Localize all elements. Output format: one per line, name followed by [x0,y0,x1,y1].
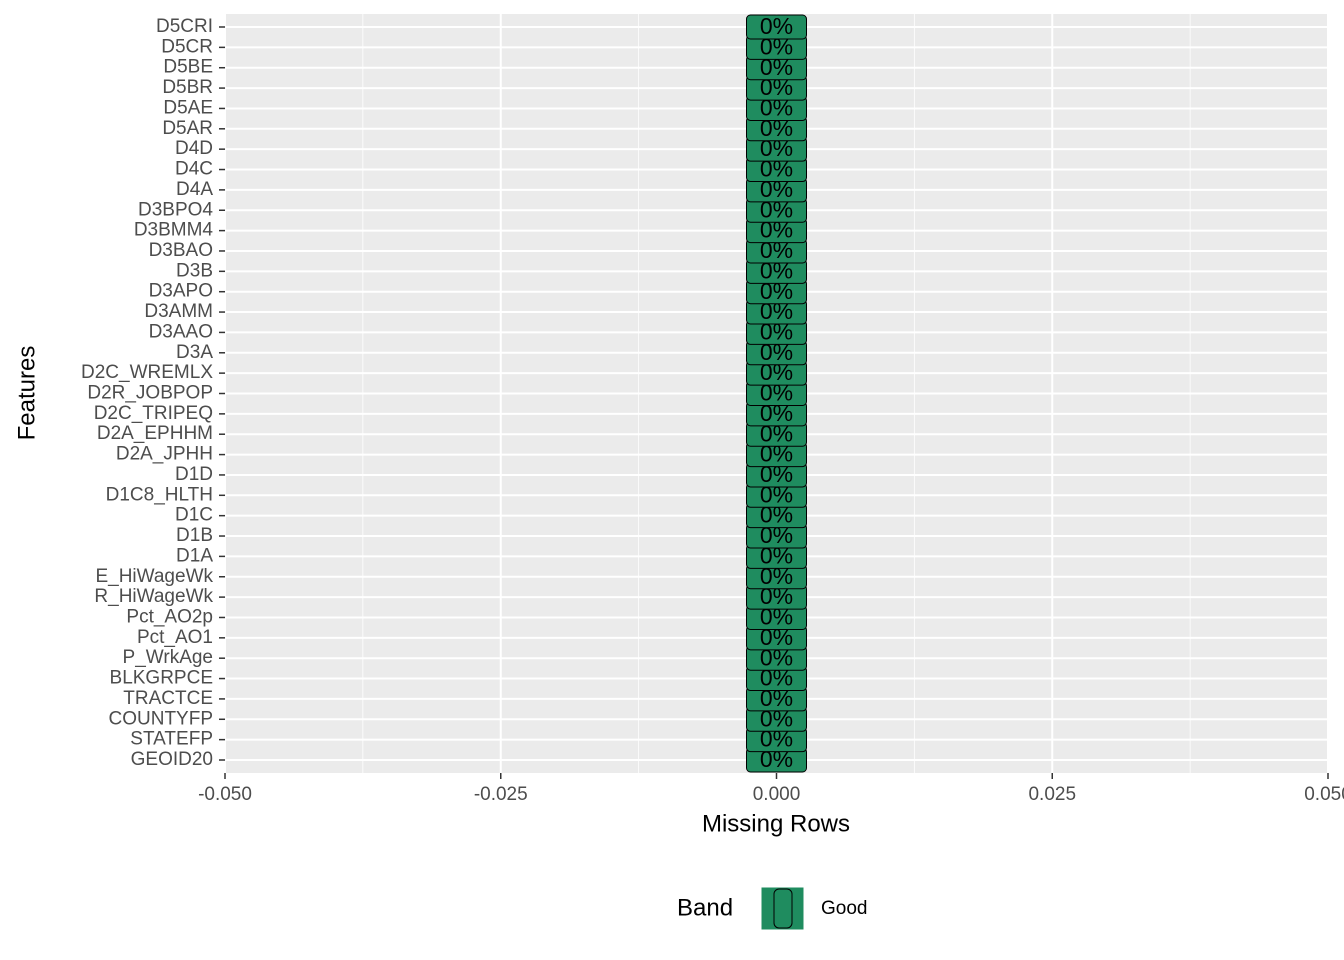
y-tick-label: D5AR [162,118,213,139]
y-tick-label: D1C [175,505,213,526]
y-tick-label: D1B [176,525,213,546]
y-tick-label: P_WrkAge [123,647,213,668]
legend-key-outline [773,888,793,929]
y-tick-label: D2C_TRIPEQ [94,403,213,424]
y-tick-label: D2R_JOBPOP [87,383,213,404]
y-tick-label: D4C [175,159,213,180]
y-tick-label: D5CRI [156,16,213,37]
y-tick-label: TRACTCE [123,688,213,709]
x-tick-label: 0.025 [1028,784,1076,805]
y-tick-label: D4D [175,138,213,159]
x-tick-label: -0.050 [198,784,252,805]
y-tick-label: D3AAO [149,321,213,342]
y-tick-label: D3A [176,342,213,363]
y-tick-label: D4A [176,179,213,200]
label-box [746,14,807,40]
y-tick-label: D5BE [163,57,213,78]
y-tick-label: R_HiWageWk [94,586,213,607]
legend-key [760,886,805,931]
y-tick-label: E_HiWageWk [95,566,213,587]
y-axis-title: Features [13,346,40,441]
y-tick-label: D2C_WREMLX [81,362,213,383]
y-tick-label: D3APO [149,281,213,302]
y-tick-label: BLKGRPCE [110,668,213,689]
y-tick-label: D5CR [161,36,213,57]
y-tick-label: D3BPO4 [138,199,213,220]
y-tick-label: D3BAO [149,240,213,261]
y-tick-label: D3AMM [144,301,213,322]
y-tick-label: COUNTYFP [109,708,214,729]
y-tick-label: D2A_JPHH [116,444,213,465]
x-tick-label: 0.050 [1304,784,1344,805]
x-tick-label: -0.025 [474,784,528,805]
y-tick-label: D1D [175,464,213,485]
legend-title: Band [677,894,733,921]
y-tick-label: STATEFP [130,729,213,750]
y-tick-label: Pct_AO1 [137,627,213,648]
y-tick-label: GEOID20 [131,749,213,770]
y-tick-label: D1A [176,545,213,566]
x-tick-label: 0.000 [753,784,801,805]
legend-label: Good [821,898,867,919]
y-tick-label: D3BMM4 [134,220,214,241]
y-tick-label: D2A_EPHHM [97,423,213,444]
y-tick-label: D5AE [163,97,213,118]
y-tick-label: D5BR [162,77,213,98]
y-tick-label: D3B [176,260,213,281]
data-label: 0% [760,13,793,39]
y-tick-label: Pct_AO2p [126,606,213,627]
y-tick-label: D1C8_HLTH [106,484,213,505]
x-axis-title: Missing Rows [702,810,850,837]
